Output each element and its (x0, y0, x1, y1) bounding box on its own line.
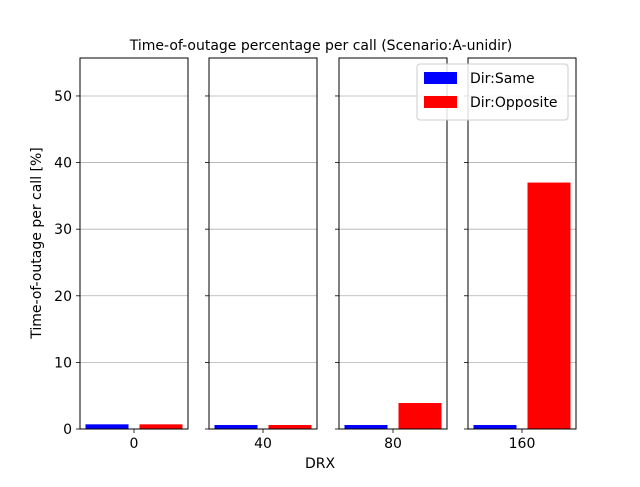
bar-dir-same-40 (214, 425, 258, 429)
y-tick-label: 50 (54, 89, 72, 105)
panel-frame (79, 57, 189, 430)
y-tick-label: 20 (54, 289, 72, 305)
y-tick-label: 40 (54, 156, 72, 172)
y-tick-label: 10 (54, 355, 72, 371)
panel-40: 40 (205, 57, 318, 452)
legend-swatch-dir-opposite (424, 96, 457, 108)
panel-frame (208, 57, 318, 430)
x-tick-label: 40 (254, 436, 272, 452)
bar-dir-same-0 (85, 424, 129, 429)
legend-label: Dir:Same (470, 71, 535, 87)
bar-dir-opposite-160 (527, 182, 571, 429)
y-tick-label: 0 (63, 422, 72, 438)
legend: Dir:Same Dir:Opposite (416, 63, 569, 121)
panel-80: 80 (335, 57, 448, 452)
chart-title: Time-of-outage percentage per call (Scen… (129, 38, 512, 54)
x-axis-label: DRX (305, 456, 336, 472)
x-tick-label: 80 (384, 436, 402, 452)
x-tick-label: 0 (130, 436, 139, 452)
bar-dir-same-80 (344, 425, 388, 429)
legend-label: Dir:Opposite (470, 95, 558, 111)
panel-160: 160 (464, 57, 577, 452)
x-tick-label: 160 (509, 436, 536, 452)
panel-0: 0 10 20 30 40 50 0 (54, 57, 189, 452)
chart-panels: 0 10 20 30 40 50 0 40 80 160 (54, 57, 577, 452)
bar-dir-same-160 (473, 425, 517, 429)
y-axis-label: Time-of-outage per call [%] (29, 147, 45, 340)
bar-dir-opposite-40 (268, 425, 312, 429)
bar-dir-opposite-0 (139, 424, 183, 429)
legend-swatch-dir-same (424, 72, 457, 84)
bar-dir-opposite-80 (398, 403, 442, 429)
y-tick-label: 30 (54, 222, 72, 238)
